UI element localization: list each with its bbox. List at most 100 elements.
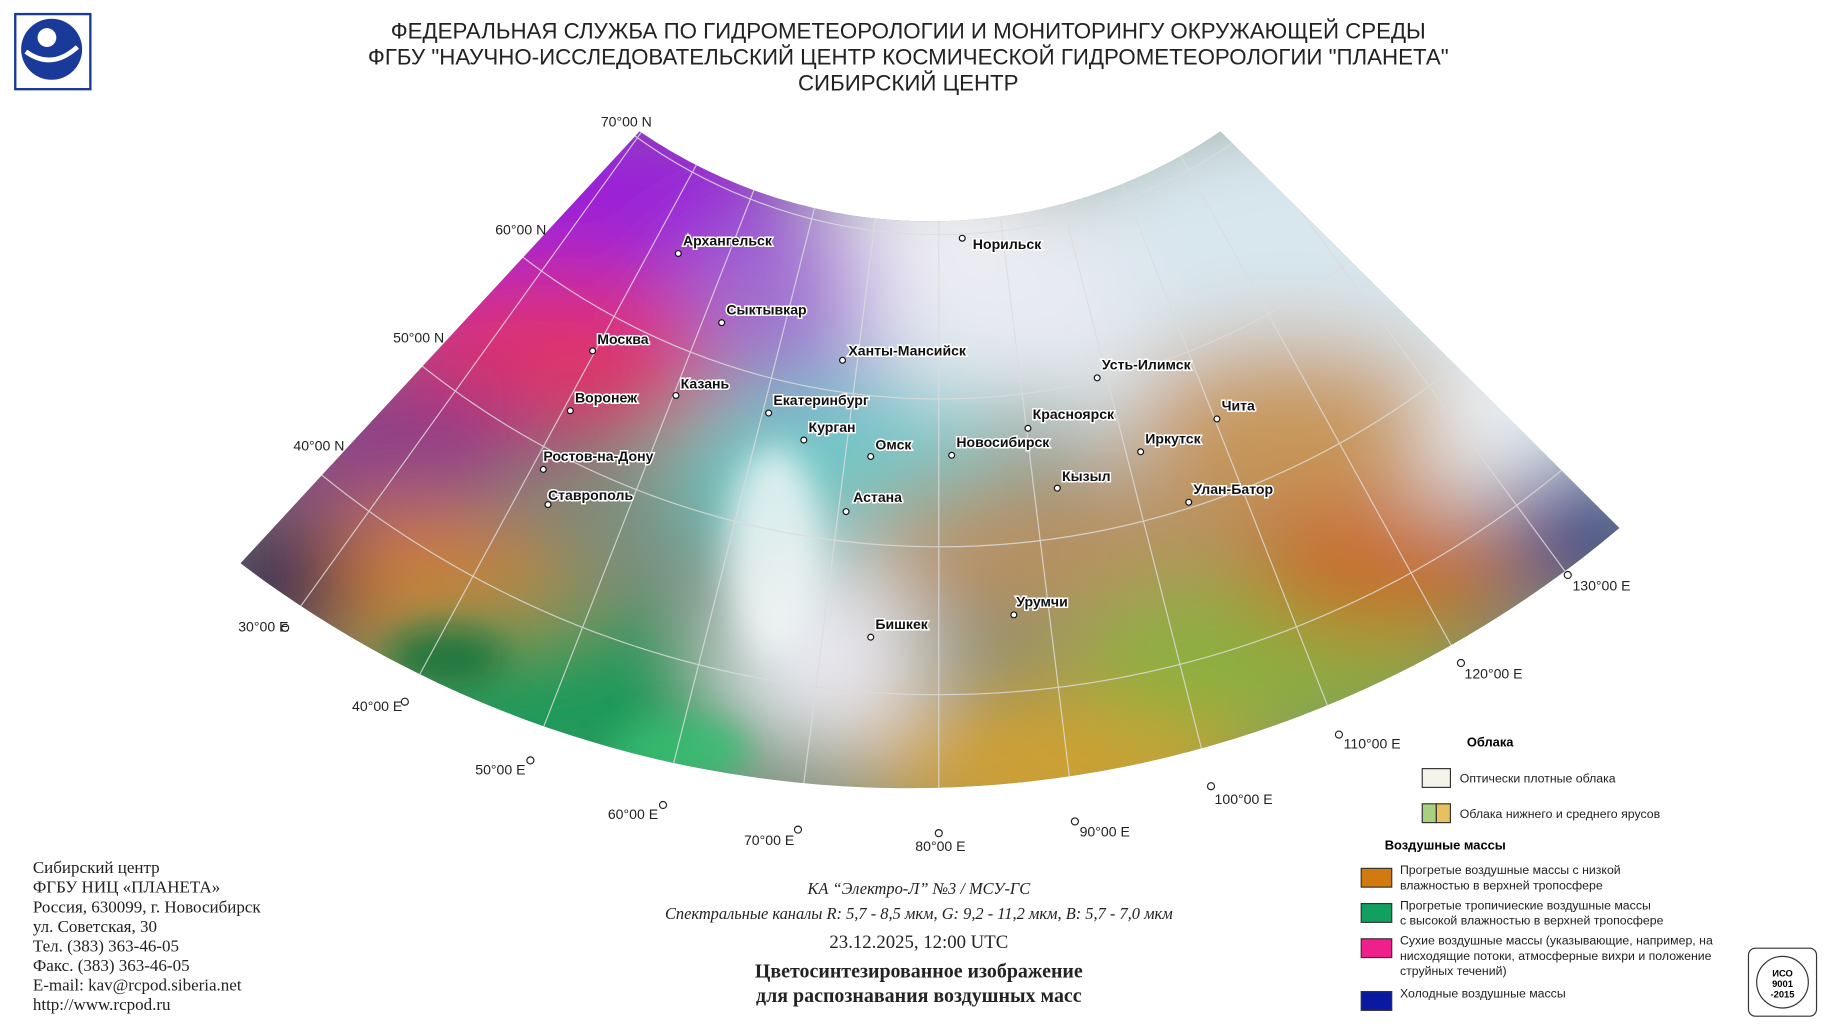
city-dot xyxy=(867,452,875,460)
longitude-label: 130°00 E xyxy=(1572,577,1630,593)
grid-node xyxy=(1334,730,1344,739)
city-dot xyxy=(765,409,773,417)
contact-line: http://www.rcpod.ru xyxy=(33,995,171,1014)
city-label: Кызыл xyxy=(1062,468,1111,484)
city-dot xyxy=(718,319,726,327)
latitude-label: 70°00 N xyxy=(601,114,652,130)
header-line: ФГБУ "НАУЧНО-ИССЛЕДОВАТЕЛЬСКИЙ ЦЕНТР КОС… xyxy=(368,45,1449,70)
grid-node xyxy=(934,829,943,838)
city-dot xyxy=(1024,424,1032,432)
header-line: СИБИРСКИЙ ЦЕНТР xyxy=(798,70,1019,95)
city-label: Ставрополь xyxy=(548,487,633,503)
contact-line: E-mail: kav@rcpod.siberia.net xyxy=(33,976,242,995)
city-label: Новосибирск xyxy=(956,434,1050,450)
longitude-label: 120°00 E xyxy=(1464,665,1522,681)
city-label: Урумчи xyxy=(1016,594,1068,610)
city-dot xyxy=(589,347,597,355)
city-dot xyxy=(1053,484,1061,492)
longitude-label: 40°00 E xyxy=(352,698,402,714)
city-dot xyxy=(867,633,875,641)
legend-swatch xyxy=(1360,990,1393,1011)
city-label: Астана xyxy=(853,489,902,505)
contact-line: Сибирский центр xyxy=(33,858,160,877)
city-label: Ханты-Мансийск xyxy=(848,343,967,359)
legend-title: Воздушные массы xyxy=(1385,838,1506,853)
city-label: Усть-Илимск xyxy=(1102,357,1192,373)
legend-label: Сухие воздушные массы (указывающие, напр… xyxy=(1400,934,1713,979)
city-dot xyxy=(674,249,682,257)
badge-text: ИСО xyxy=(1772,968,1793,978)
longitude-label: 100°00 E xyxy=(1215,791,1273,807)
legend-swatch xyxy=(1360,938,1393,959)
city-label: Екатеринбург xyxy=(773,392,869,408)
city-dot xyxy=(1010,611,1018,619)
longitude-label: 30°00 E xyxy=(238,618,288,634)
city-dot xyxy=(1213,415,1221,423)
city-label: Иркутск xyxy=(1145,431,1201,447)
city-label: Казань xyxy=(681,375,730,391)
city-dot xyxy=(839,356,847,364)
grid-node xyxy=(1456,658,1466,668)
grid-node xyxy=(526,756,535,765)
datetime: 23.12.2025, 12:00 UTC xyxy=(829,932,1008,953)
logo xyxy=(14,12,92,91)
city-label: Сыктывкар xyxy=(726,301,807,317)
legend-label: Прогретые тропичиеские воздушные массы с … xyxy=(1400,898,1664,927)
city-label: Архангельск xyxy=(683,232,773,248)
city-label: Норильск xyxy=(973,236,1042,252)
legend-label: Прогретые воздушные массы с низкой влажно… xyxy=(1400,863,1621,892)
legend-swatch xyxy=(1360,867,1393,888)
city-label: Улан-Батор xyxy=(1193,481,1273,497)
title: Цветосинтезированное изображение xyxy=(755,960,1083,982)
badge-text: -2015 xyxy=(1771,989,1795,999)
channels: Спектральные каналы R: 5,7 - 8,5 мкм, G:… xyxy=(665,904,1173,923)
title: для распознавания воздушных масс xyxy=(756,985,1082,1007)
latitude-label: 60°00 N xyxy=(495,222,546,238)
grid-node xyxy=(1206,782,1216,791)
latitude-label: 50°00 N xyxy=(393,330,444,346)
city-label: Москва xyxy=(597,331,648,347)
city-dot xyxy=(800,436,808,444)
city-label: Ростов-на-Дону xyxy=(543,448,653,464)
latitude-label: 40°00 N xyxy=(293,438,344,454)
legend-label: Оптически плотные облака xyxy=(1460,772,1616,786)
grid-node xyxy=(1070,817,1080,826)
city-label: Воронеж xyxy=(575,389,638,405)
city-dot xyxy=(544,501,552,509)
badge-text: 9001 xyxy=(1772,979,1793,989)
legend-swatch xyxy=(1360,902,1393,923)
contact-line: ФГБУ НИЦ «ПЛАНЕТА» xyxy=(33,878,220,897)
city-dot xyxy=(1185,498,1193,506)
city-dot xyxy=(1093,374,1101,382)
contact-line: Россия, 630099, г. Новосибирск xyxy=(33,897,262,916)
city-dot xyxy=(948,451,956,459)
legend-label: Облака нижнего и среднего ярусов xyxy=(1460,807,1660,821)
city-label: Красноярск xyxy=(1033,406,1115,422)
longitude-label: 80°00 E xyxy=(915,838,965,854)
contact-line: Тел. (383) 363-46-05 xyxy=(33,936,179,955)
legend-swatch xyxy=(1421,803,1437,824)
grid-node xyxy=(1563,570,1572,580)
longitude-label: 70°00 E xyxy=(744,832,794,848)
legend-swatch xyxy=(1435,803,1451,824)
legend-swatch xyxy=(1421,768,1451,788)
longitude-label: 110°00 E xyxy=(1344,736,1401,752)
satellite: КА “Электро-Л” №3 / МСУ-ГС xyxy=(806,879,1031,898)
city-label: Омск xyxy=(875,436,912,452)
city-dot xyxy=(566,407,574,415)
contact-line: Факс. (383) 363-46-05 xyxy=(33,956,190,975)
iso-badge: ИСО 9001 -2015 xyxy=(1747,947,1818,1017)
city-label: Бишкек xyxy=(875,616,928,632)
grid-node xyxy=(793,825,803,834)
grid-node xyxy=(658,800,668,810)
legend-title: Облака xyxy=(1467,734,1514,749)
city-label: Чита xyxy=(1222,398,1255,414)
legend-label: Холодные воздушные массы xyxy=(1400,986,1566,1000)
contact-line: ул. Советская, 30 xyxy=(33,917,157,936)
grid-node xyxy=(281,623,290,632)
grid-node xyxy=(400,697,409,706)
longitude-label: 90°00 E xyxy=(1080,824,1130,840)
graticule xyxy=(240,131,1620,789)
city-dot xyxy=(672,391,680,399)
